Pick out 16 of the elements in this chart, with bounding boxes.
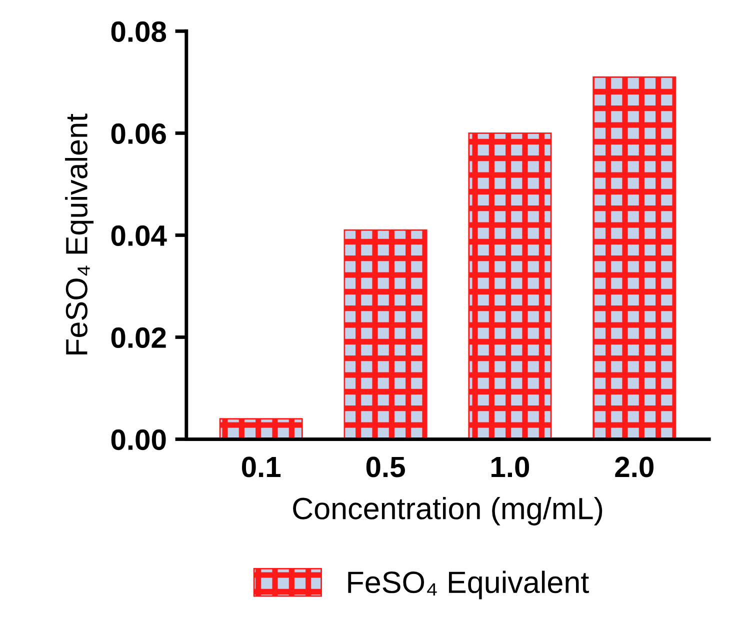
x-tick-label: 0.5 bbox=[366, 456, 405, 478]
y-tick-label: 0.00 bbox=[111, 429, 166, 450]
x-tick-label: 0.1 bbox=[242, 456, 281, 478]
x-tick-label: 2.0 bbox=[615, 456, 654, 478]
bar bbox=[592, 76, 676, 440]
y-tick-label: 0.06 bbox=[111, 123, 166, 144]
y-tick-label: 0.08 bbox=[111, 21, 166, 42]
x-axis-title: Concentration (mg/mL) bbox=[293, 496, 602, 526]
y-tick-label: 0.04 bbox=[111, 225, 167, 246]
x-tick-label: 1.0 bbox=[492, 456, 530, 478]
bar bbox=[468, 132, 552, 440]
y-tick-label: 0.02 bbox=[111, 327, 166, 348]
legend-label: FeSO₄ Equivalent bbox=[348, 570, 589, 600]
bar bbox=[219, 418, 303, 440]
y-axis-title: FeSO₄ Equivalent bbox=[65, 114, 94, 354]
bar bbox=[344, 229, 428, 440]
